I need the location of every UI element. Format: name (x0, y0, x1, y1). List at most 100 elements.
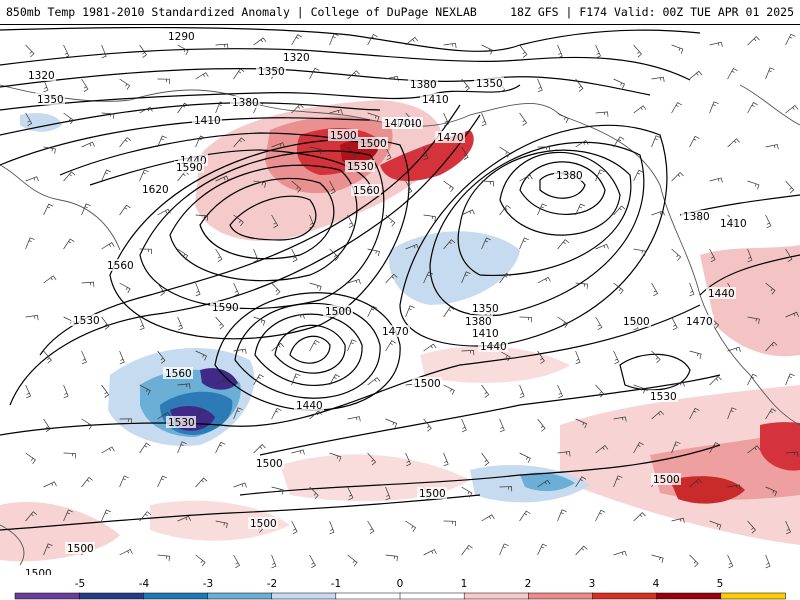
wind-barb (101, 446, 115, 454)
contour-label: 1470 (382, 326, 409, 338)
wind-barb (157, 282, 165, 296)
wind-barb (499, 272, 511, 284)
wind-barb (671, 44, 684, 54)
wind-barb (177, 102, 189, 114)
contour-label: 1500 (67, 543, 94, 555)
legend-label: -2 (267, 578, 277, 590)
wind-barb (575, 78, 584, 92)
wind-barb (215, 377, 229, 386)
wind-barb (747, 520, 756, 534)
wind-barb (613, 550, 627, 556)
legend-label: -5 (75, 578, 85, 590)
wind-barb (195, 554, 206, 567)
wind-barb (671, 517, 685, 523)
wind-barb (25, 384, 32, 399)
wind-barb (101, 44, 107, 59)
wind-barb (765, 554, 771, 569)
wind-barb (25, 237, 35, 250)
wind-barb (423, 271, 434, 284)
wind-barb (215, 316, 225, 330)
wind-barb (291, 248, 298, 263)
wind-barb (233, 68, 245, 80)
contour-label: 1530 (73, 315, 100, 327)
wind-barb (347, 146, 357, 159)
wind-barb (309, 554, 316, 569)
wind-barb (557, 509, 567, 522)
wind-barb (253, 316, 266, 326)
wind-barb (101, 242, 115, 250)
wind-barb (709, 248, 716, 263)
wind-barb (157, 554, 170, 561)
map-panel: 1290132013201350135013801380141014101440… (0, 25, 800, 575)
wind-barb (595, 44, 601, 59)
wind-barb (139, 248, 152, 254)
wind-barb (443, 42, 457, 49)
wind-barb (253, 248, 259, 263)
wind-barb (405, 36, 419, 46)
contour-label: 1410 (720, 218, 747, 230)
wind-barb (157, 350, 166, 364)
contour-label: 1320 (283, 52, 310, 64)
wind-barb (651, 76, 665, 82)
wind-barb (747, 248, 753, 263)
contour-label: 1410 (472, 328, 499, 340)
wind-barb (633, 512, 646, 522)
wind-barb (347, 214, 354, 229)
legend-swatch (143, 592, 209, 600)
wind-barb (43, 78, 49, 93)
wind-barb (43, 543, 53, 556)
wind-barb (43, 203, 54, 216)
wind-barb (329, 33, 339, 46)
legend-label: -1 (331, 578, 341, 590)
wind-barb (119, 78, 131, 90)
wind-barb (139, 511, 152, 522)
wind-barb (537, 203, 547, 216)
legend-swatch (528, 592, 594, 600)
contour-label: 1350 (472, 303, 499, 315)
wind-barb (157, 78, 170, 84)
wind-barb (519, 44, 528, 58)
legend-swatch (207, 592, 273, 600)
wind-barb (633, 384, 646, 394)
wind-barb (139, 442, 151, 454)
wind-barb (63, 238, 75, 250)
wind-barb (119, 548, 133, 556)
wind-barb (81, 350, 87, 365)
wind-barb (253, 180, 266, 188)
contour-label: 1500 (414, 378, 441, 390)
wind-barb (537, 276, 551, 284)
wind-barb (747, 373, 758, 386)
wind-barb (309, 486, 319, 500)
height-contours (0, 26, 800, 531)
wind-barb (765, 341, 778, 352)
wind-barb (271, 554, 277, 569)
wind-barb (481, 112, 487, 127)
wind-barb (727, 346, 741, 352)
wind-barb (443, 452, 449, 467)
wind-barb (557, 451, 571, 457)
wind-barb (43, 146, 56, 154)
wind-barb (195, 477, 208, 488)
wind-barb (385, 214, 396, 227)
wind-barb (613, 136, 625, 148)
wind-barb (747, 445, 761, 454)
contour-label: 1560 (107, 260, 134, 272)
wind-barb (215, 175, 229, 182)
wind-barb (689, 478, 703, 488)
wind-barb (595, 243, 609, 250)
wind-barb (481, 452, 490, 466)
wind-barb (671, 381, 685, 387)
contour-label: 1440 (708, 288, 735, 300)
legend-label: 3 (589, 578, 596, 590)
wind-barb (785, 520, 791, 535)
wind-barb (63, 171, 76, 182)
wind-barb (709, 41, 723, 47)
wind-barb (481, 384, 490, 398)
contour-label: 1530 (347, 161, 374, 173)
contour-label: 1440 (296, 400, 323, 412)
wind-barb (347, 278, 361, 285)
wind-barb (139, 106, 153, 114)
wind-barb (633, 442, 644, 454)
contour-labels: 1290132013201350135013801380141014101440… (23, 30, 748, 575)
wind-barb (423, 418, 432, 432)
